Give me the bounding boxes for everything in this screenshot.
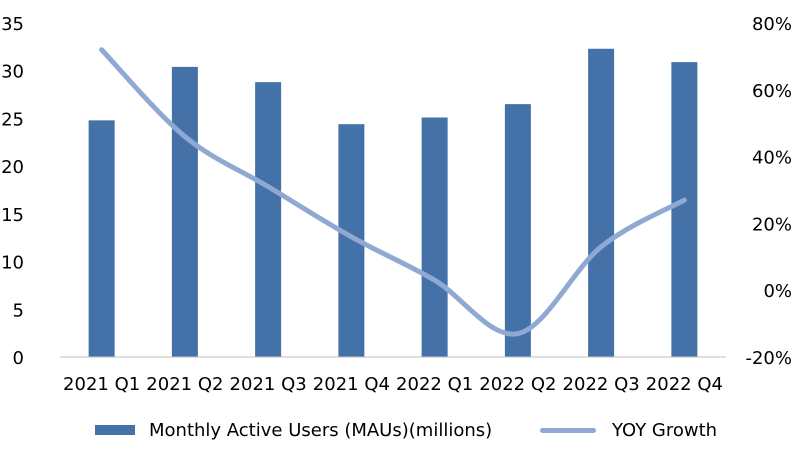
left-tick-label: 30 bbox=[1, 62, 24, 83]
right-tick-label: 20% bbox=[752, 214, 792, 235]
bar bbox=[255, 82, 282, 357]
left-tick-label: 35 bbox=[1, 14, 24, 35]
bar-series bbox=[88, 48, 698, 358]
right-tick-label: 60% bbox=[752, 81, 792, 102]
left-tick-label: 25 bbox=[1, 109, 24, 130]
legend-line-swatch bbox=[540, 427, 596, 433]
left-tick-label: 15 bbox=[1, 205, 24, 226]
legend-label-yoy: YOY Growth bbox=[612, 419, 718, 441]
category-label: 2021 Q1 bbox=[63, 374, 140, 395]
left-axis: 0 5 10 15 20 25 30 35 bbox=[1, 14, 24, 369]
line-series bbox=[99, 47, 687, 337]
category-label: 2022 Q1 bbox=[396, 374, 473, 395]
left-tick-label: 20 bbox=[1, 157, 24, 178]
legend: Monthly Active Users (MAUs)(millions) YO… bbox=[0, 416, 804, 444]
bar bbox=[88, 120, 115, 357]
category-label: 2021 Q2 bbox=[146, 374, 223, 395]
yoy-growth-line bbox=[99, 47, 687, 337]
legend-item-yoy: YOY Growth bbox=[540, 416, 717, 444]
left-tick-label: 5 bbox=[13, 300, 24, 321]
right-axis: -20% 0% 20% 40% 60% 80% bbox=[745, 14, 792, 369]
bar bbox=[421, 117, 448, 357]
right-tick-label: -20% bbox=[745, 348, 792, 369]
bar bbox=[671, 62, 698, 358]
bar bbox=[504, 104, 531, 357]
legend-item-mau: Monthly Active Users (MAUs)(millions) bbox=[95, 416, 492, 444]
category-label: 2022 Q4 bbox=[646, 374, 723, 395]
right-tick-label: 0% bbox=[763, 281, 792, 302]
category-labels: 2021 Q1 2021 Q2 2021 Q3 2021 Q4 2022 Q1 2022 … bbox=[63, 374, 723, 395]
left-tick-label: 0 bbox=[13, 348, 24, 369]
chart: 0 5 10 15 20 25 30 35 -20% 0% 20% 40% 60% 80% 2021 Q… bbox=[1, 14, 792, 395]
category-label: 2021 Q3 bbox=[230, 374, 307, 395]
right-tick-label: 40% bbox=[752, 148, 792, 169]
legend-bar-swatch bbox=[95, 425, 135, 435]
category-label: 2022 Q3 bbox=[563, 374, 640, 395]
left-tick-label: 10 bbox=[1, 253, 24, 274]
category-label: 2021 Q4 bbox=[313, 374, 390, 395]
bar bbox=[588, 48, 615, 357]
bar bbox=[171, 66, 198, 357]
right-tick-label: 80% bbox=[752, 14, 792, 35]
legend-label-mau: Monthly Active Users (MAUs)(millions) bbox=[149, 419, 493, 441]
category-label: 2022 Q2 bbox=[479, 374, 556, 395]
